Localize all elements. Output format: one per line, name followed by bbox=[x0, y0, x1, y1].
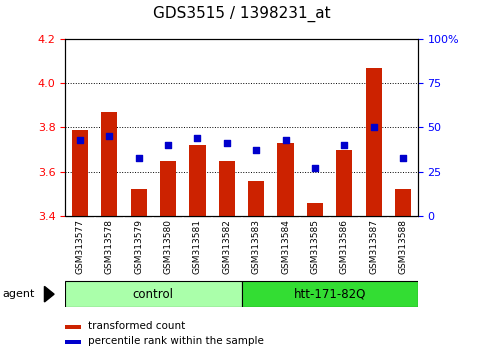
Text: GSM313578: GSM313578 bbox=[105, 219, 114, 274]
Point bbox=[399, 155, 407, 160]
Point bbox=[223, 141, 231, 146]
Point bbox=[282, 137, 289, 143]
Bar bbox=[65, 341, 81, 344]
Text: GDS3515 / 1398231_at: GDS3515 / 1398231_at bbox=[153, 5, 330, 22]
Text: control: control bbox=[133, 288, 174, 301]
Bar bbox=[336, 149, 353, 216]
Text: GSM313580: GSM313580 bbox=[164, 219, 172, 274]
Point bbox=[252, 148, 260, 153]
Bar bbox=[65, 325, 81, 329]
Text: GSM313585: GSM313585 bbox=[311, 219, 319, 274]
Point bbox=[370, 125, 378, 130]
Text: GSM313586: GSM313586 bbox=[340, 219, 349, 274]
Text: GSM313583: GSM313583 bbox=[252, 219, 261, 274]
Bar bbox=[130, 189, 147, 216]
Bar bbox=[366, 68, 382, 216]
Point bbox=[194, 135, 201, 141]
Bar bbox=[307, 202, 323, 216]
Point bbox=[341, 142, 348, 148]
Text: GSM313577: GSM313577 bbox=[75, 219, 85, 274]
Text: transformed count: transformed count bbox=[88, 321, 185, 331]
Point bbox=[135, 155, 142, 160]
Bar bbox=[72, 130, 88, 216]
Text: GSM313582: GSM313582 bbox=[222, 219, 231, 274]
Text: GSM313584: GSM313584 bbox=[281, 219, 290, 274]
Text: htt-171-82Q: htt-171-82Q bbox=[294, 288, 366, 301]
Text: GSM313579: GSM313579 bbox=[134, 219, 143, 274]
Bar bbox=[189, 145, 205, 216]
Bar bbox=[278, 143, 294, 216]
Text: GSM313581: GSM313581 bbox=[193, 219, 202, 274]
Point bbox=[105, 133, 113, 139]
Point bbox=[164, 142, 172, 148]
Bar bbox=[65, 281, 242, 307]
Text: GSM313587: GSM313587 bbox=[369, 219, 378, 274]
Point bbox=[311, 165, 319, 171]
Bar bbox=[242, 281, 418, 307]
Bar bbox=[248, 181, 264, 216]
Point bbox=[76, 137, 84, 143]
Bar bbox=[160, 161, 176, 216]
Polygon shape bbox=[44, 286, 54, 302]
Text: GSM313588: GSM313588 bbox=[398, 219, 408, 274]
Bar bbox=[395, 189, 411, 216]
Text: agent: agent bbox=[2, 289, 35, 299]
Bar bbox=[101, 112, 117, 216]
Bar bbox=[219, 161, 235, 216]
Text: percentile rank within the sample: percentile rank within the sample bbox=[88, 336, 264, 346]
